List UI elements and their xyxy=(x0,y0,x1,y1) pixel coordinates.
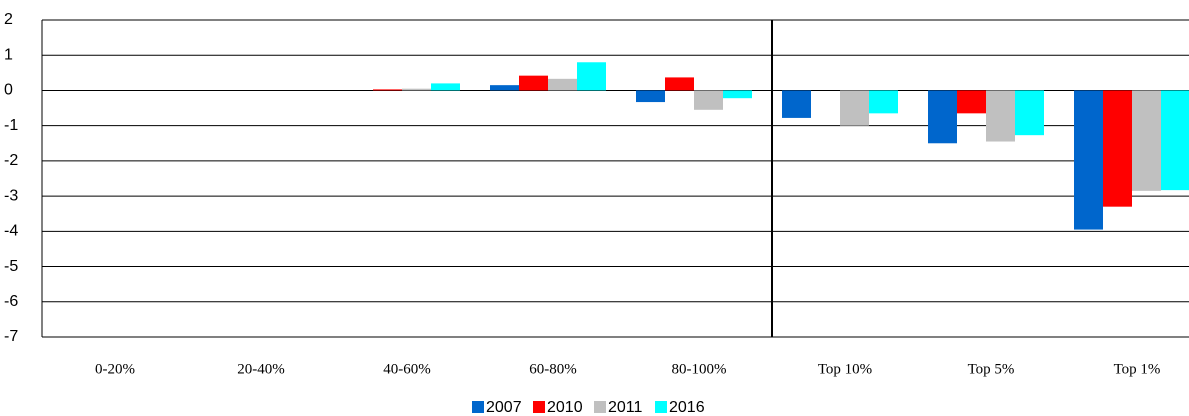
legend-label: 2007 xyxy=(486,399,522,416)
bar xyxy=(1103,90,1132,207)
y-tick-label: 2 xyxy=(4,11,13,28)
y-tick-label: -2 xyxy=(4,152,18,169)
y-tick-label: 1 xyxy=(4,46,13,63)
bar xyxy=(694,90,723,110)
bar xyxy=(577,62,606,91)
bar xyxy=(548,78,577,91)
bar xyxy=(665,77,694,91)
legend-label: 2016 xyxy=(669,399,705,416)
x-tick-label: 20-40% xyxy=(237,361,285,377)
bar xyxy=(490,85,519,91)
bar xyxy=(402,88,431,91)
y-tick-label: -5 xyxy=(4,258,18,275)
legend-swatch xyxy=(655,401,667,413)
x-tick-label: Top 5% xyxy=(968,361,1015,377)
y-tick-label: 0 xyxy=(4,82,13,99)
legend-label: 2010 xyxy=(547,399,583,416)
x-tick-label: 0-20% xyxy=(95,361,135,377)
x-tick-label: Top 1% xyxy=(1114,361,1161,377)
bar xyxy=(1161,90,1189,191)
x-tick-label: Top 10% xyxy=(818,361,872,377)
y-tick-label: -3 xyxy=(4,187,18,204)
legend-swatch xyxy=(594,401,606,413)
bar xyxy=(636,90,665,103)
bar xyxy=(986,90,1015,142)
legend-swatch xyxy=(533,401,545,413)
bar xyxy=(723,90,752,99)
y-tick-label: -6 xyxy=(4,293,18,310)
bar xyxy=(957,90,986,114)
y-tick-label: -1 xyxy=(4,117,18,134)
bar xyxy=(869,90,898,114)
bar xyxy=(519,75,548,91)
legend-label: 2011 xyxy=(608,399,643,416)
bar xyxy=(373,89,402,91)
y-tick-label: -7 xyxy=(4,328,18,345)
bar xyxy=(840,90,869,126)
bar xyxy=(1132,90,1161,191)
bar xyxy=(431,83,460,91)
bar xyxy=(928,90,957,144)
legend-swatch xyxy=(472,401,484,413)
bar xyxy=(782,90,811,118)
bar xyxy=(1074,90,1103,230)
x-tick-label: 60-80% xyxy=(529,361,577,377)
y-tick-label: -4 xyxy=(4,223,18,240)
bar xyxy=(1015,90,1044,136)
x-tick-label: 80-100% xyxy=(672,361,727,377)
x-tick-label: 40-60% xyxy=(383,361,431,377)
